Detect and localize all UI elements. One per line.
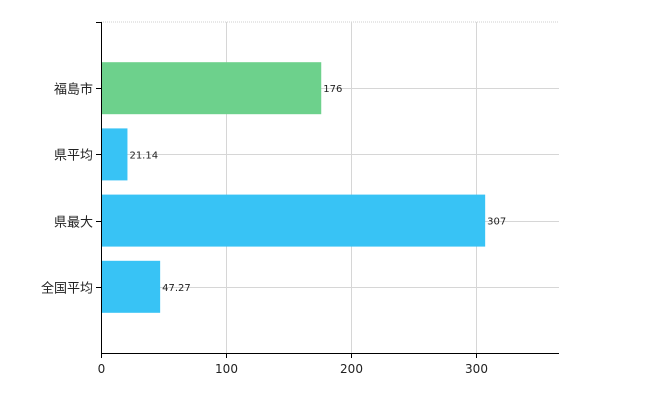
category-label: 県平均 [54,149,93,164]
x-tick-label: 300 [465,362,488,376]
axes [96,22,559,358]
data-label: 307 [487,217,506,228]
bar [101,62,322,115]
x-tick-label: 200 [340,362,363,376]
data-label: 176 [323,84,342,95]
category-label: 福島市 [54,82,93,98]
x-tick-label: 100 [215,362,238,376]
data-label: 47.27 [162,283,191,294]
x-tick-label: 0 [98,362,106,376]
bars [101,62,486,313]
category-label: 全国平均 [41,281,93,297]
bar [101,128,128,181]
data-label: 21.14 [129,150,158,161]
category-label: 県最大 [54,216,93,231]
bar [101,194,486,247]
bar [101,260,161,313]
